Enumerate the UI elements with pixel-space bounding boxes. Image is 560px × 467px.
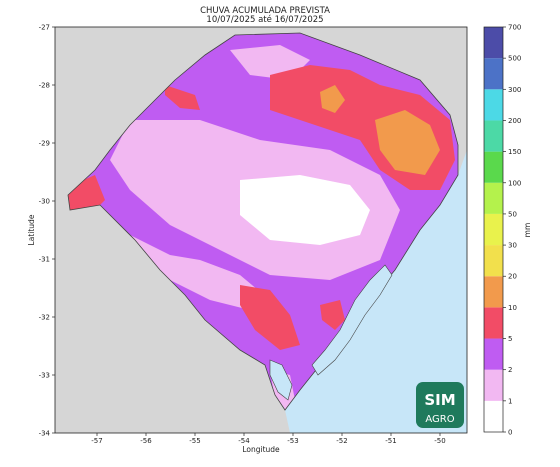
colorbar-segment xyxy=(484,400,503,432)
colorbar-label: 30 xyxy=(508,242,517,250)
y-tick-label: -27 xyxy=(39,24,50,32)
colorbar-segment xyxy=(484,27,503,59)
y-tick-label: -32 xyxy=(39,314,50,322)
colorbar-segment xyxy=(484,213,503,246)
colorbar-label: 5 xyxy=(508,335,512,343)
colorbar-label: 500 xyxy=(508,55,521,63)
lagoon xyxy=(311,264,393,376)
y-tick-label: -31 xyxy=(39,256,50,264)
colorbar-label: 1 xyxy=(508,397,512,405)
colorbar-segment xyxy=(484,120,503,152)
logo-text-2: AGRO xyxy=(425,414,454,425)
state-border xyxy=(67,32,459,411)
plot-frame xyxy=(54,26,468,434)
colorbar-label: 0 xyxy=(508,429,512,437)
x-tick-label: -57 xyxy=(91,437,102,445)
colorbar-label: 150 xyxy=(508,148,521,156)
colorbar-label: 300 xyxy=(508,86,521,94)
colorbar-segment xyxy=(484,151,503,183)
x-tick-label: -54 xyxy=(238,437,250,445)
y-tick-label: -33 xyxy=(39,372,50,380)
chart-subtitle: 10/07/2025 até 16/07/2025 xyxy=(206,15,324,25)
colorbar-label: 10 xyxy=(508,304,517,312)
colorbar-segment xyxy=(484,276,503,308)
colorbar-frame xyxy=(483,26,504,433)
x-tick-label: -56 xyxy=(140,437,152,445)
x-axis: -57 -56 -55 -54 -53 -52 -51 -50 xyxy=(91,433,446,445)
simagro-logo: SIM AGRO xyxy=(416,382,464,428)
x-tick-label: -52 xyxy=(336,437,347,445)
colorbar: 0 1 2 5 10 20 30 50 100 150 200 300 500 700 xyxy=(483,24,521,437)
logo-text-1: SIM xyxy=(424,391,455,409)
x-tick-label: -53 xyxy=(287,437,298,445)
colorbar-label: 2 xyxy=(508,366,512,374)
colorbar-label: 100 xyxy=(508,179,521,187)
y-tick-label: -28 xyxy=(39,82,50,90)
colorbar-label: 50 xyxy=(508,210,517,218)
chart-title: CHUVA ACUMULADA PREVISTA xyxy=(200,6,330,16)
colorbar-segment xyxy=(484,369,503,401)
x-tick-label: -51 xyxy=(385,437,396,445)
lagoon-mirim xyxy=(269,359,293,401)
colorbar-segment xyxy=(484,58,503,90)
colorbar-segment xyxy=(484,182,503,214)
x-tick-label: -55 xyxy=(189,437,200,445)
y-axis-label: Latitude xyxy=(27,214,36,245)
y-tick-label: -34 xyxy=(39,430,51,438)
x-tick-label: -50 xyxy=(434,437,445,445)
colorbar-segment xyxy=(484,89,503,121)
x-axis-label: Longitude xyxy=(242,445,280,454)
y-tick-label: -30 xyxy=(39,198,50,206)
colorbar-label: 200 xyxy=(508,117,521,125)
colorbar-label: 20 xyxy=(508,273,517,281)
y-tick-label: -29 xyxy=(39,140,50,148)
y-axis: -27 -28 -29 -30 -31 -32 -33 -34 xyxy=(39,24,55,438)
colorbar-segment xyxy=(484,307,503,339)
colorbar-segment xyxy=(484,338,503,370)
colorbar-unit: mm xyxy=(523,223,532,238)
colorbar-segment xyxy=(484,245,503,277)
colorbar-label: 700 xyxy=(508,24,521,32)
